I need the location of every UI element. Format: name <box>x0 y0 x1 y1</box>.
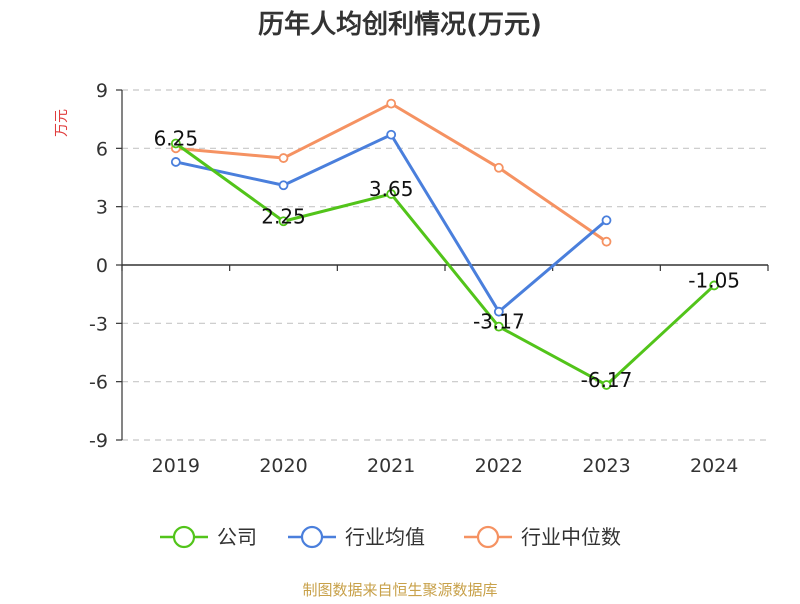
legend-label: 行业均值 <box>345 525 425 549</box>
data-label: -3.17 <box>473 310 525 334</box>
data-point[interactable] <box>386 129 397 140</box>
data-point[interactable] <box>386 98 397 109</box>
x-tick-label: 2021 <box>367 455 415 477</box>
x-tick-label: 2020 <box>259 455 307 477</box>
data-label: 3.65 <box>369 177 414 201</box>
y-tick-label: -6 <box>89 372 108 394</box>
data-point[interactable] <box>601 215 612 226</box>
legend-label: 行业中位数 <box>521 525 621 549</box>
legend-item-1[interactable]: 行业均值 <box>288 525 425 549</box>
legend-marker <box>172 525 196 549</box>
source-note: 制图数据来自恒生聚源数据库 <box>302 581 497 599</box>
legend-item-2[interactable]: 行业中位数 <box>464 525 621 549</box>
data-label: 2.25 <box>261 204 306 228</box>
data-labels: 6.25 2.25 3.65 -3.17 -6.17 -1.05 <box>154 126 740 392</box>
chart-title: 历年人均创利情况(万元) <box>258 9 542 40</box>
grid-lines <box>122 89 768 441</box>
data-point[interactable] <box>386 189 397 199</box>
y-tick-label: 9 <box>96 80 108 102</box>
data-point[interactable] <box>278 153 289 163</box>
legend-label: 公司 <box>217 525 257 549</box>
y-tick-label: 0 <box>96 255 108 277</box>
y-tick-label: -9 <box>89 430 108 452</box>
y-tick-label: -3 <box>89 313 108 335</box>
data-label: -1.05 <box>688 268 740 292</box>
data-label: -6.17 <box>581 368 633 392</box>
x-tick-label: 2019 <box>152 455 200 477</box>
data-label: 6.25 <box>154 126 199 150</box>
data-point[interactable] <box>170 157 181 167</box>
legend[interactable]: 公司 行业均值 行业中位数 <box>160 525 621 549</box>
data-point[interactable] <box>601 380 612 390</box>
x-tick-label: 2022 <box>475 455 523 477</box>
legend-marker <box>300 525 324 549</box>
x-tick-label: 2024 <box>690 455 738 477</box>
y-tick-label: 6 <box>96 138 108 160</box>
axes: 9 6 3 0 -3 -6 -9 2019 2020 2021 2022 2023 2024 <box>89 80 769 477</box>
y-axis-unit-label: 万元 <box>54 109 70 137</box>
data-point[interactable] <box>493 306 504 317</box>
data-point[interactable] <box>278 180 289 191</box>
data-point[interactable] <box>278 216 289 227</box>
legend-marker <box>476 525 500 549</box>
y-tick-label: 3 <box>96 197 108 219</box>
x-tick-label: 2023 <box>582 455 630 477</box>
data-point[interactable] <box>601 236 612 247</box>
series-line-1 <box>175 133 608 314</box>
data-point[interactable] <box>493 162 504 173</box>
data-point[interactable] <box>493 321 504 332</box>
series-lines <box>170 98 720 390</box>
data-point[interactable] <box>170 138 181 149</box>
series-line-2 <box>175 102 608 243</box>
legend-item-0[interactable]: 公司 <box>160 525 257 549</box>
data-point[interactable] <box>709 280 720 291</box>
series-line-0 <box>174 142 716 387</box>
